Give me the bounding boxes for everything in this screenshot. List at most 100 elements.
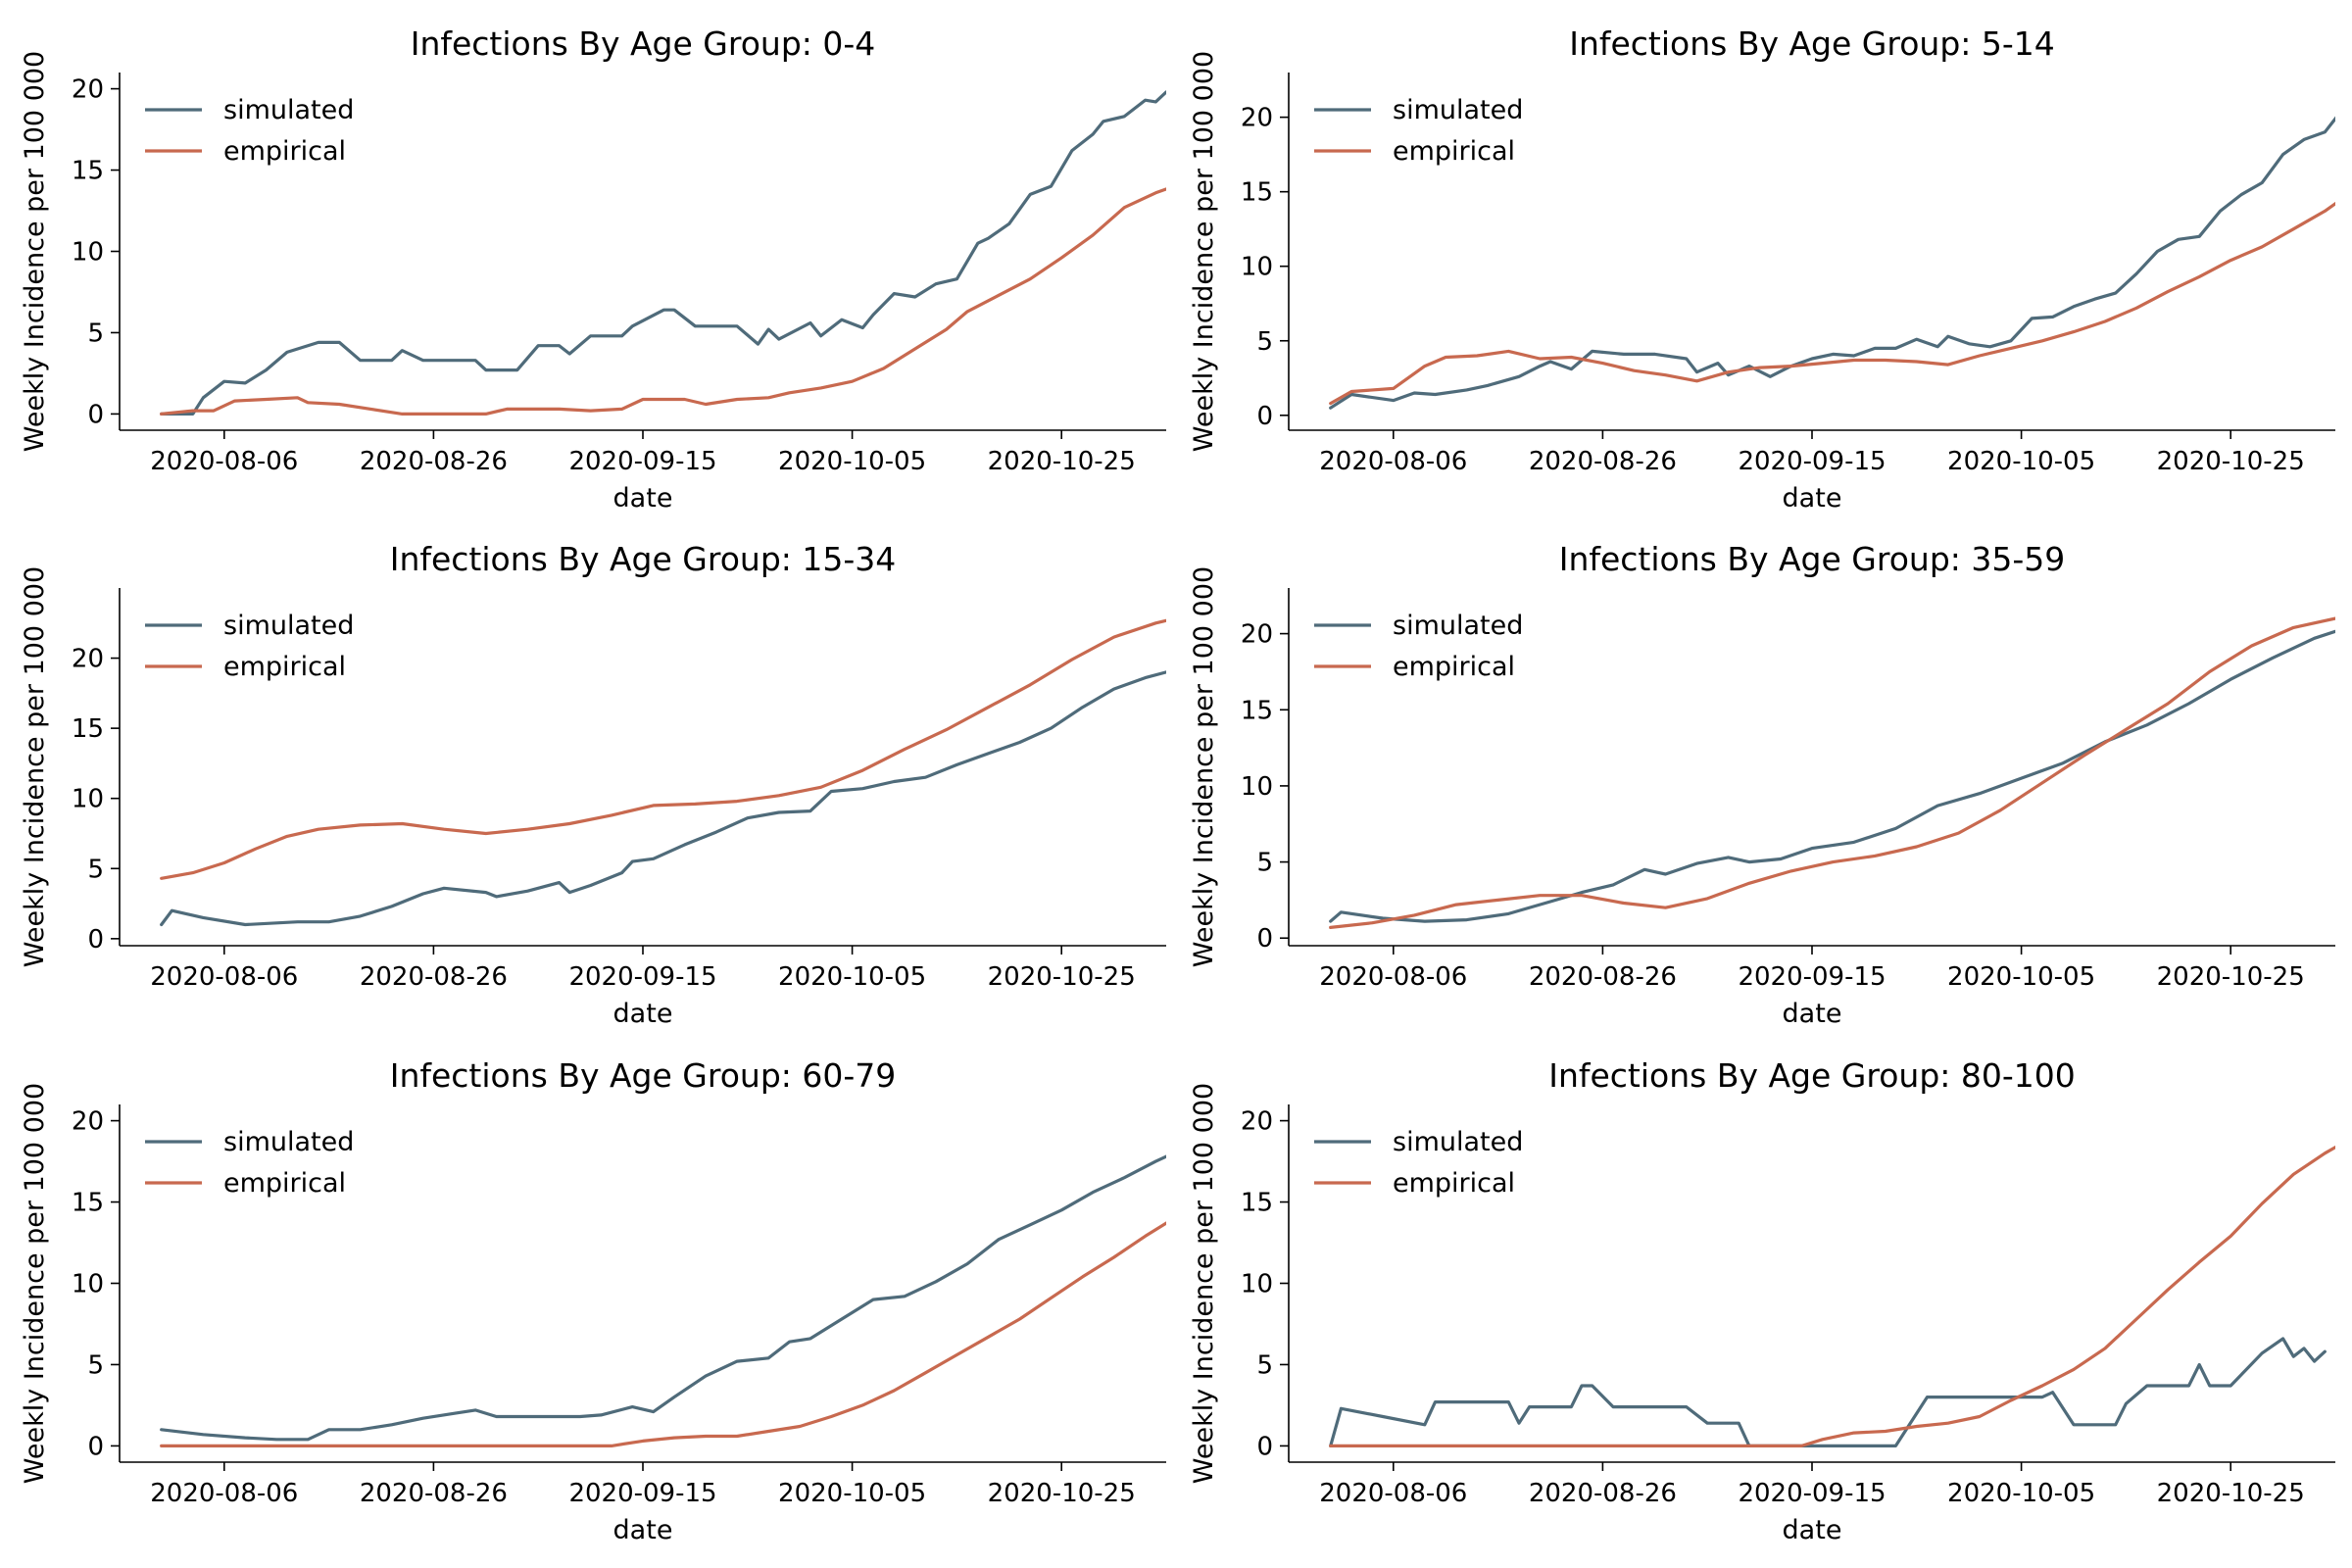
x-axis-label: date <box>613 999 673 1029</box>
x-tick-label: 2020-10-05 <box>1947 447 2095 476</box>
legend-label: empirical <box>223 136 346 167</box>
x-tick-label: 2020-10-05 <box>778 1479 926 1508</box>
x-tick-label: 2020-10-05 <box>778 447 926 476</box>
chart-title: Infections By Age Group: 0-4 <box>411 24 876 63</box>
legend-label: empirical <box>1393 1168 1515 1199</box>
y-tick-label: 20 <box>72 75 104 105</box>
y-tick-label: 0 <box>1256 924 1273 954</box>
y-tick-label: 20 <box>72 1107 104 1137</box>
y-tick-label: 20 <box>1241 1107 1273 1137</box>
y-tick-label: 5 <box>1256 849 1273 878</box>
y-tick-label: 15 <box>1241 1189 1273 1218</box>
x-axis-label: date <box>1783 1515 1842 1545</box>
series-line-simulated <box>160 670 1166 927</box>
series-line-empirical <box>160 1221 1166 1448</box>
legend-label: simulated <box>223 1127 354 1157</box>
series-line-simulated <box>160 1154 1166 1442</box>
x-tick-label: 2020-10-25 <box>2157 1479 2305 1508</box>
y-tick-label: 15 <box>72 1189 104 1218</box>
series-line-simulated <box>160 90 1166 416</box>
chart-panel: Infections By Age Group: 60-790510152020… <box>20 1056 1166 1545</box>
x-tick-label: 2020-08-06 <box>1319 962 1467 992</box>
series-line-empirical <box>160 187 1166 416</box>
y-axis-label: Weekly Incidence per 100 000 <box>1189 51 1219 452</box>
y-tick-label: 15 <box>1241 178 1273 208</box>
chart-title: Infections By Age Group: 5-14 <box>1569 24 2055 63</box>
y-tick-label: 10 <box>1241 253 1273 282</box>
y-axis-label: Weekly Incidence per 100 000 <box>20 566 50 967</box>
series-line-simulated <box>1329 116 2335 410</box>
legend-label: simulated <box>223 611 354 641</box>
legend-label: empirical <box>1393 136 1515 167</box>
x-tick-label: 2020-10-25 <box>988 447 1136 476</box>
chart-panel: Infections By Age Group: 5-14 0 5 10 15 20 202… <box>1189 24 2335 514</box>
y-tick-label: 0 <box>87 400 104 429</box>
x-tick-label: 2020-10-25 <box>988 1479 1136 1508</box>
y-tick-label: 5 <box>87 855 104 884</box>
y-tick-label: 10 <box>72 238 104 268</box>
legend-label: simulated <box>1393 95 1523 125</box>
x-tick-label: 2020-08-06 <box>150 447 298 476</box>
x-tick-label: 2020-10-05 <box>1947 962 2095 992</box>
series-line-simulated <box>1329 1337 2327 1448</box>
x-tick-label: 2020-08-26 <box>360 1479 508 1508</box>
legend-label: empirical <box>223 652 346 682</box>
x-tick-label: 2020-08-26 <box>1529 447 1677 476</box>
y-tick-label: 0 <box>87 925 104 955</box>
y-tick-label: 15 <box>72 714 104 744</box>
x-tick-label: 2020-09-15 <box>1738 962 1886 992</box>
y-tick-label: 10 <box>72 1270 104 1299</box>
series-line-empirical <box>1329 201 2335 406</box>
x-tick-label: 2020-08-06 <box>1319 1479 1467 1508</box>
x-tick-label: 2020-08-06 <box>1319 447 1467 476</box>
x-tick-label: 2020-10-05 <box>1947 1479 2095 1508</box>
y-tick-label: 0 <box>87 1432 104 1461</box>
chart-title: Infections By Age Group: 15-34 <box>390 540 897 578</box>
y-axis-label: Weekly Incidence per 100 000 <box>20 1083 50 1484</box>
chart-title: Infections By Age Group: 35-59 <box>1559 540 2066 578</box>
x-tick-label: 2020-08-26 <box>360 962 508 992</box>
legend-label: simulated <box>223 95 354 125</box>
legend-label: simulated <box>1393 1127 1523 1157</box>
x-tick-label: 2020-08-26 <box>1529 962 1677 992</box>
y-tick-label: 15 <box>1241 696 1273 725</box>
y-tick-label: 0 <box>1256 402 1273 431</box>
x-tick-label: 2020-08-26 <box>1529 1479 1677 1508</box>
x-axis-label: date <box>613 1515 673 1545</box>
x-axis-label: date <box>613 483 673 514</box>
x-tick-label: 2020-08-06 <box>150 1479 298 1508</box>
x-tick-label: 2020-09-15 <box>1738 1479 1886 1508</box>
x-tick-label: 2020-09-15 <box>1738 447 1886 476</box>
x-tick-label: 2020-08-06 <box>150 962 298 992</box>
x-tick-label: 2020-10-05 <box>778 962 926 992</box>
x-tick-label: 2020-09-15 <box>568 962 716 992</box>
x-tick-label: 2020-09-15 <box>568 447 716 476</box>
y-tick-label: 10 <box>72 785 104 814</box>
x-tick-label: 2020-10-25 <box>2157 447 2305 476</box>
x-axis-label: date <box>1783 999 1842 1029</box>
x-axis-label: date <box>1783 483 1842 514</box>
y-tick-label: 0 <box>1256 1432 1273 1461</box>
chart-panel: Infections By Age Group: 35-59 0 5 10 15 2020… <box>1189 540 2335 1029</box>
chart-title: Infections By Age Group: 60-79 <box>390 1056 897 1095</box>
y-tick-label: 5 <box>1256 1350 1273 1380</box>
y-tick-label: 20 <box>1241 104 1273 133</box>
y-tick-label: 5 <box>87 1350 104 1380</box>
y-tick-label: 15 <box>72 157 104 186</box>
y-tick-label: 10 <box>1241 772 1273 802</box>
series-line-empirical <box>1329 616 2335 930</box>
x-tick-label: 2020-09-15 <box>568 1479 716 1508</box>
x-tick-label: 2020-10-25 <box>988 962 1136 992</box>
y-tick-label: 10 <box>1241 1270 1273 1299</box>
legend-label: simulated <box>1393 611 1523 641</box>
y-tick-label: 5 <box>1256 327 1273 357</box>
chart-title: Infections By Age Group: 80-100 <box>1548 1056 2076 1095</box>
series-line-empirical <box>1329 1145 2335 1448</box>
y-axis-label: Weekly Incidence per 100 000 <box>1189 1083 1219 1484</box>
legend-label: empirical <box>1393 652 1515 682</box>
y-axis-label: Weekly Incidence per 100 000 <box>1189 566 1219 967</box>
chart-panel: Infections By Age Group: 0-4 0 5 10 15 20 2020… <box>20 24 1166 514</box>
series-line-simulated <box>1329 629 2335 923</box>
y-tick-label: 20 <box>72 645 104 674</box>
